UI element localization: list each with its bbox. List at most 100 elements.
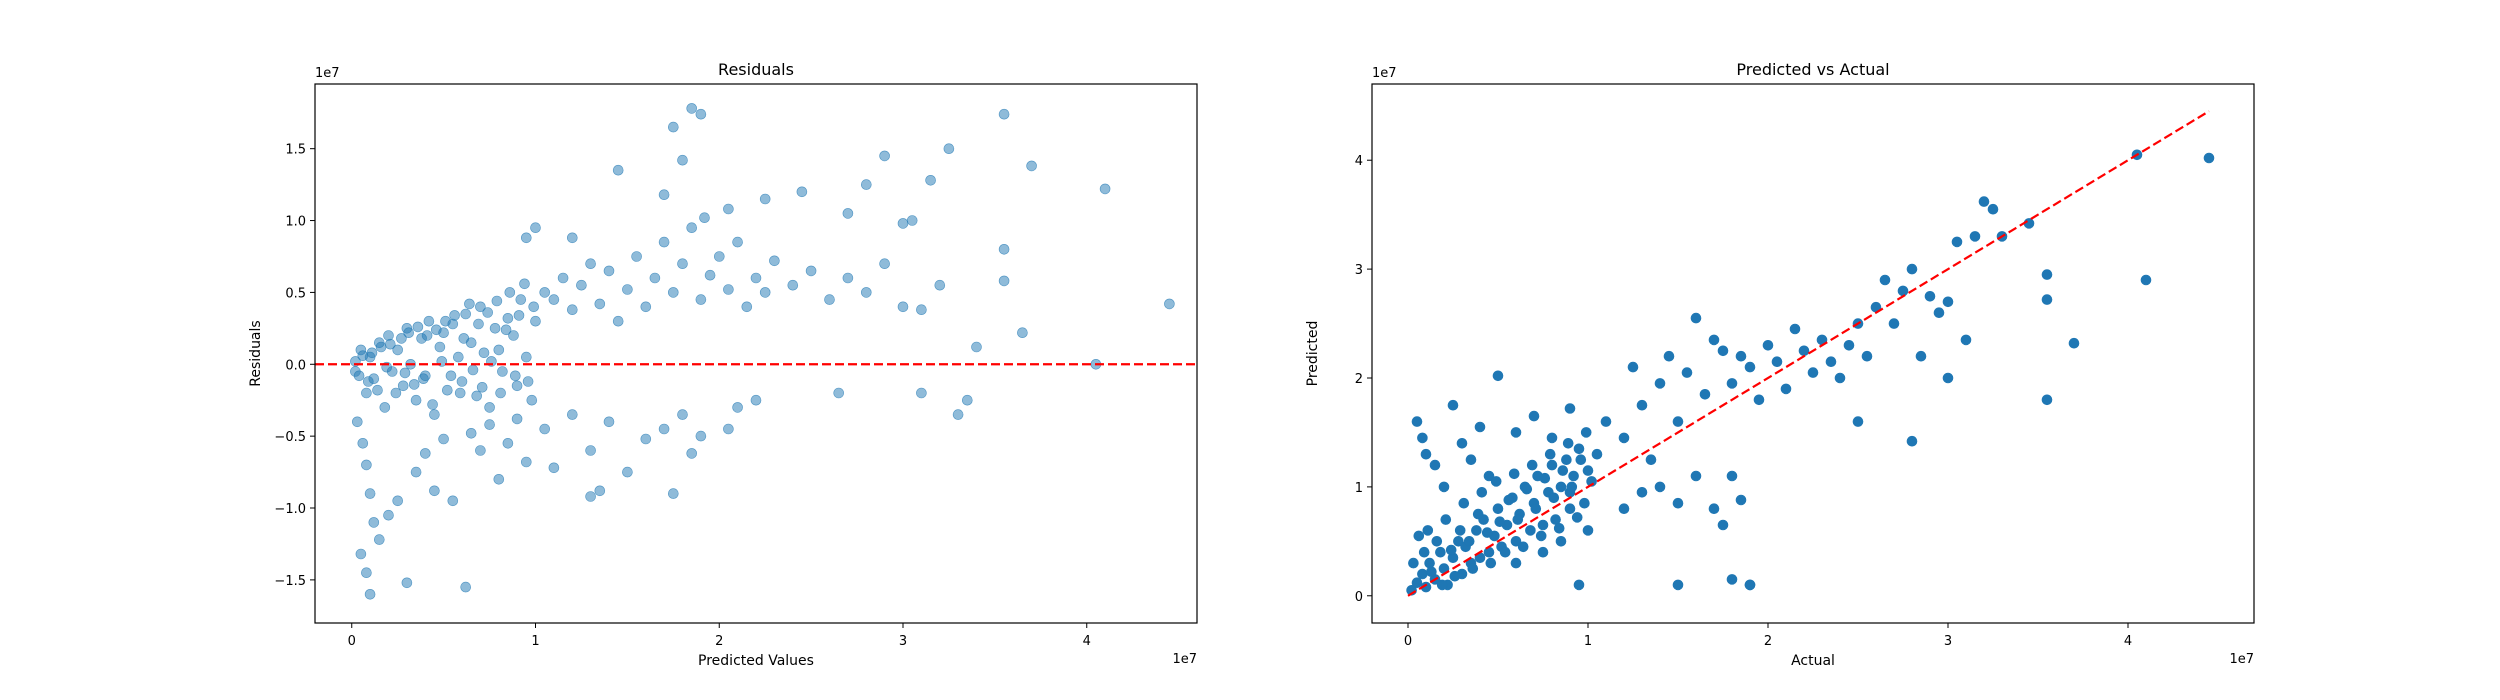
- data-point: [1708, 334, 1720, 346]
- data-point: [1897, 285, 1909, 297]
- residuals-chart: 0 1 2 3 4 −1.5 −1.0 −0.5 0.0 0.5 1.0 1.5 1e7 1e7 Resid…: [248, 60, 1198, 669]
- data-point: [750, 272, 762, 284]
- data-point: [1663, 350, 1675, 362]
- data-point: [998, 275, 1010, 287]
- data-point: [1449, 570, 1461, 582]
- data-point: [520, 232, 532, 244]
- data-point: [418, 373, 429, 385]
- data-point: [421, 330, 433, 341]
- data-point: [1525, 525, 1536, 536]
- data-point: [511, 413, 523, 425]
- data-point: [495, 387, 506, 399]
- data-point: [361, 387, 372, 399]
- data-point: [530, 315, 541, 327]
- data-point: [1164, 298, 1175, 310]
- data-point: [1798, 345, 1810, 357]
- data-point: [509, 370, 521, 382]
- data-point: [1026, 160, 1037, 172]
- y-tick-label: −0.5: [274, 430, 306, 445]
- data-point: [585, 491, 596, 502]
- x-offset-label: 1e7: [2229, 652, 2254, 667]
- data-point: [1564, 503, 1576, 515]
- data-point: [998, 108, 1010, 120]
- data-point: [1580, 427, 1592, 438]
- data-point: [704, 269, 716, 281]
- data-point: [1618, 503, 1630, 515]
- chart-title: Residuals: [718, 60, 794, 79]
- data-point: [1582, 525, 1594, 536]
- data-point: [713, 251, 725, 262]
- data-point: [475, 445, 486, 456]
- data-point: [539, 423, 551, 435]
- y-tick-label: 1.0: [285, 215, 306, 230]
- data-point: [454, 387, 466, 399]
- data-point: [362, 376, 374, 387]
- data-point: [1510, 427, 1522, 438]
- data-point: [1521, 483, 1533, 495]
- data-point: [897, 301, 909, 313]
- data-point: [1467, 563, 1479, 574]
- x-axis-label: Actual: [1791, 653, 1835, 669]
- data-point: [548, 294, 560, 305]
- data-point: [500, 324, 512, 336]
- chart-title: Predicted vs Actual: [1736, 60, 1889, 79]
- data-point: [1789, 323, 1801, 335]
- data-point: [1906, 435, 1918, 447]
- data-point: [925, 175, 936, 186]
- data-point: [473, 318, 484, 330]
- data-point: [1960, 334, 1972, 346]
- data-point: [373, 534, 385, 545]
- x-tick-label: 4: [1083, 634, 1091, 649]
- data-point: [1690, 312, 1702, 324]
- y-offset-label: 1e7: [315, 66, 340, 81]
- data-point: [897, 218, 909, 229]
- axes-frame: [1371, 83, 2255, 624]
- y-tick-label: 4: [1355, 154, 1363, 169]
- data-point: [539, 287, 551, 298]
- x-offset-label: 1e7: [1172, 652, 1197, 667]
- data-point: [686, 103, 698, 114]
- data-point: [1744, 361, 1756, 373]
- data-point: [1429, 459, 1441, 471]
- data-point: [1465, 454, 1477, 466]
- data-point: [357, 350, 369, 362]
- data-point: [1490, 476, 1502, 487]
- data-point: [833, 387, 845, 399]
- data-point: [1690, 470, 1702, 482]
- data-point: [452, 351, 464, 363]
- data-point: [1627, 361, 1639, 373]
- data-point: [1573, 443, 1585, 455]
- data-point: [1453, 535, 1464, 547]
- data-point: [557, 272, 569, 284]
- data-point: [1708, 503, 1720, 515]
- data-point: [699, 212, 710, 223]
- data-point: [1537, 546, 1549, 558]
- y-tick-label: −1.5: [274, 574, 306, 589]
- data-point: [1512, 514, 1524, 525]
- data-point: [1561, 454, 1572, 466]
- data-point: [1699, 388, 1711, 400]
- data-point: [1417, 432, 1428, 444]
- data-point: [640, 433, 652, 445]
- data-point: [723, 203, 734, 215]
- y-tick-label: 1.5: [285, 143, 306, 158]
- data-point: [1726, 470, 1738, 482]
- data-point: [1517, 541, 1529, 553]
- data-point: [723, 284, 734, 295]
- data-point: [1672, 416, 1684, 427]
- scatter-points: [1406, 149, 2215, 596]
- data-point: [1568, 470, 1579, 482]
- data-point: [484, 402, 495, 413]
- data-point: [392, 344, 404, 356]
- data-point: [732, 402, 743, 413]
- data-point: [520, 351, 532, 363]
- data-point: [1413, 530, 1425, 542]
- data-point: [842, 272, 854, 284]
- data-point: [943, 143, 955, 154]
- data-point: [1717, 519, 1729, 531]
- data-point: [1564, 403, 1576, 414]
- x-tick-label: 1: [531, 634, 539, 649]
- x-axis-label: Predicted Values: [698, 653, 814, 669]
- data-point: [1571, 512, 1583, 523]
- data-point: [1411, 416, 1423, 427]
